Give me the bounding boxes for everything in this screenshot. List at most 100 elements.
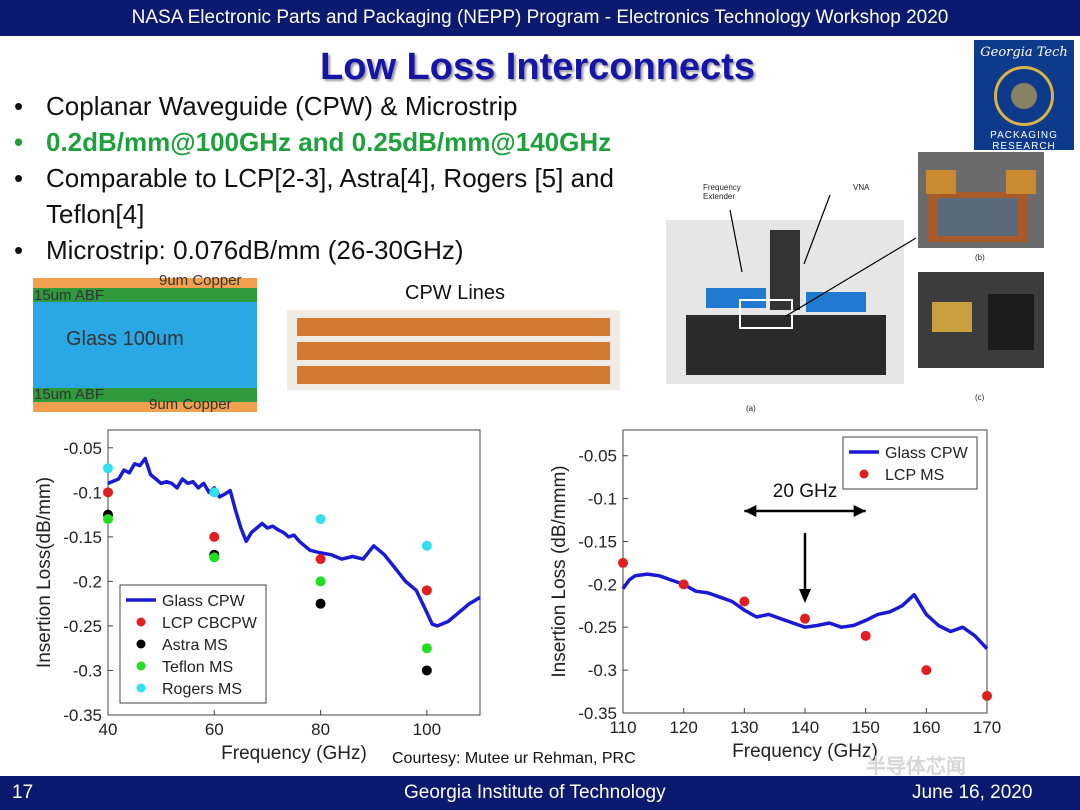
photo-label: (a) [746, 404, 756, 413]
data-point [800, 613, 810, 624]
x-tick-label: 40 [99, 720, 118, 739]
cpw-line-strip [297, 342, 610, 360]
x-tick-label: 150 [851, 718, 879, 737]
x-tick-label: 170 [973, 718, 1001, 737]
data-point [678, 579, 689, 590]
span-arrow-head [744, 505, 757, 517]
arrow-line [729, 209, 743, 273]
data-point [421, 665, 432, 676]
legend-swatch-dot [136, 617, 146, 627]
data-point [921, 665, 932, 676]
top-abf-layer [33, 288, 257, 302]
span-arrow-head [853, 505, 866, 517]
data-point [421, 643, 432, 654]
logo-emblem-icon [994, 66, 1054, 126]
arrow-line [785, 237, 917, 317]
y-tick-label: -0.2 [73, 572, 102, 591]
legend-label: LCP CBCPW [162, 615, 258, 632]
watermark-text: 半导体芯闻 [866, 756, 966, 778]
bullet-item-highlight: 0.2dB/mm@100GHz and 0.25dB/mm@140GHz [14, 124, 714, 160]
data-point [103, 514, 113, 525]
data-point [103, 487, 113, 498]
bottom-copper-layer [33, 402, 257, 412]
vna-setup-illustration [666, 220, 904, 384]
pointer-arrow-head [799, 589, 811, 603]
y-tick-label: -0.35 [63, 706, 102, 725]
logo-text: Georgia Tech [980, 45, 1068, 60]
bullet-item: Coplanar Waveguide (CPW) & Microstrip [14, 88, 714, 124]
footer-bar: 17 Georgia Institute of Technology June … [0, 776, 1080, 810]
annotation-label: 20 GHz [773, 481, 837, 502]
probe-photo-b [918, 152, 1044, 248]
stack-label: Glass 100um [66, 328, 184, 350]
bullet-list: Coplanar Waveguide (CPW) & Microstrip 0.… [14, 88, 714, 268]
stack-label: 15um ABF [34, 386, 105, 403]
data-point [209, 552, 220, 563]
legend-label: Astra MS [162, 637, 228, 654]
x-tick-label: 140 [791, 718, 819, 737]
cpw-line-strip [297, 366, 610, 384]
legend-label: LCP MS [885, 467, 944, 484]
y-tick-label: -0.05 [63, 439, 102, 458]
x-tick-label: 120 [669, 718, 697, 737]
photo-label: (b) [975, 253, 985, 262]
y-tick-label: -0.3 [588, 661, 617, 680]
x-tick-label: 160 [912, 718, 940, 737]
series-line-glass-cpw [107, 456, 481, 628]
data-point [860, 630, 871, 641]
bullet-item: Comparable to LCP[2-3], Astra[4], Rogers… [14, 160, 714, 232]
x-tick-label: 80 [311, 720, 330, 739]
header-bar: NASA Electronic Parts and Packaging (NEP… [0, 0, 1080, 36]
photo-label: Frequency Extender [703, 183, 741, 201]
page-number: 17 [12, 782, 34, 803]
data-point [982, 690, 992, 701]
credit-text: Courtesy: Mutee ur Rehman, PRC [392, 750, 636, 767]
data-point [209, 531, 220, 542]
data-point [739, 596, 750, 607]
legend-swatch-dot [136, 683, 146, 693]
insertion-loss-chart-40-110ghz: 40 60 80 100 -0.05 -0.1 -0.15 -0.2 -0.25 -0.3 -0.3… [34, 429, 481, 764]
vna-setup-photo [666, 220, 904, 384]
probe-illustration [918, 272, 1044, 368]
photo-pointer-arrows [729, 194, 917, 317]
data-point [315, 598, 326, 609]
header-text: NASA Electronic Parts and Packaging (NEP… [131, 7, 949, 28]
y-tick-label: -0.25 [578, 618, 617, 637]
x-tick-label: 130 [730, 718, 758, 737]
bullet-item: Microstrip: 0.076dB/mm (26-30GHz) [14, 232, 714, 268]
stack-label: 9um Copper [159, 272, 242, 289]
y-tick-label: -0.15 [578, 532, 617, 551]
legend-label: Rogers MS [162, 681, 242, 698]
probe-illustration [918, 152, 1044, 248]
y-tick-label: -0.05 [578, 447, 617, 466]
stack-label: 9um Copper [149, 396, 232, 413]
legend-label: Glass CPW [162, 593, 246, 610]
y-tick-label: -0.1 [588, 490, 617, 509]
y-tick-label: -0.2 [588, 575, 617, 594]
series-line-glass-cpw [621, 572, 989, 650]
y-tick-label: -0.1 [73, 483, 102, 502]
top-copper-layer [33, 278, 257, 288]
legend-swatch-dot [136, 639, 146, 649]
glass-stackup-diagram: 9um Copper 15um ABF Glass 100um 15um ABF… [33, 272, 257, 413]
photo-label: VNA [853, 183, 870, 192]
legend-box [842, 436, 978, 490]
georgia-tech-logo: Georgia Tech PACKAGING RESEARCH [974, 40, 1074, 152]
data-point [103, 463, 113, 474]
y-tick-label: -0.3 [73, 661, 102, 680]
logo-text: RESEARCH [992, 141, 1056, 152]
legend-swatch-dot [859, 469, 869, 479]
insertion-loss-chart-110-170ghz: 110 120 130 140 150 160 170 -0.05 -0.1 -0.15 -0.2 -… [549, 429, 1001, 762]
bottom-abf-layer [33, 388, 257, 402]
footer-date: June 16, 2020 [912, 782, 1033, 803]
legend-label: Glass CPW [885, 445, 969, 462]
cpw-line-strip [297, 318, 610, 336]
y-tick-label: -0.25 [63, 617, 102, 636]
photo-label: (c) [975, 393, 985, 402]
x-tick-label: 60 [205, 720, 224, 739]
data-point [618, 557, 628, 568]
data-point [421, 585, 432, 596]
arrow-line [803, 194, 831, 265]
legend-swatch-dot [136, 661, 146, 671]
y-axis-label: Insertion Loss(dB/mm) [34, 477, 55, 668]
